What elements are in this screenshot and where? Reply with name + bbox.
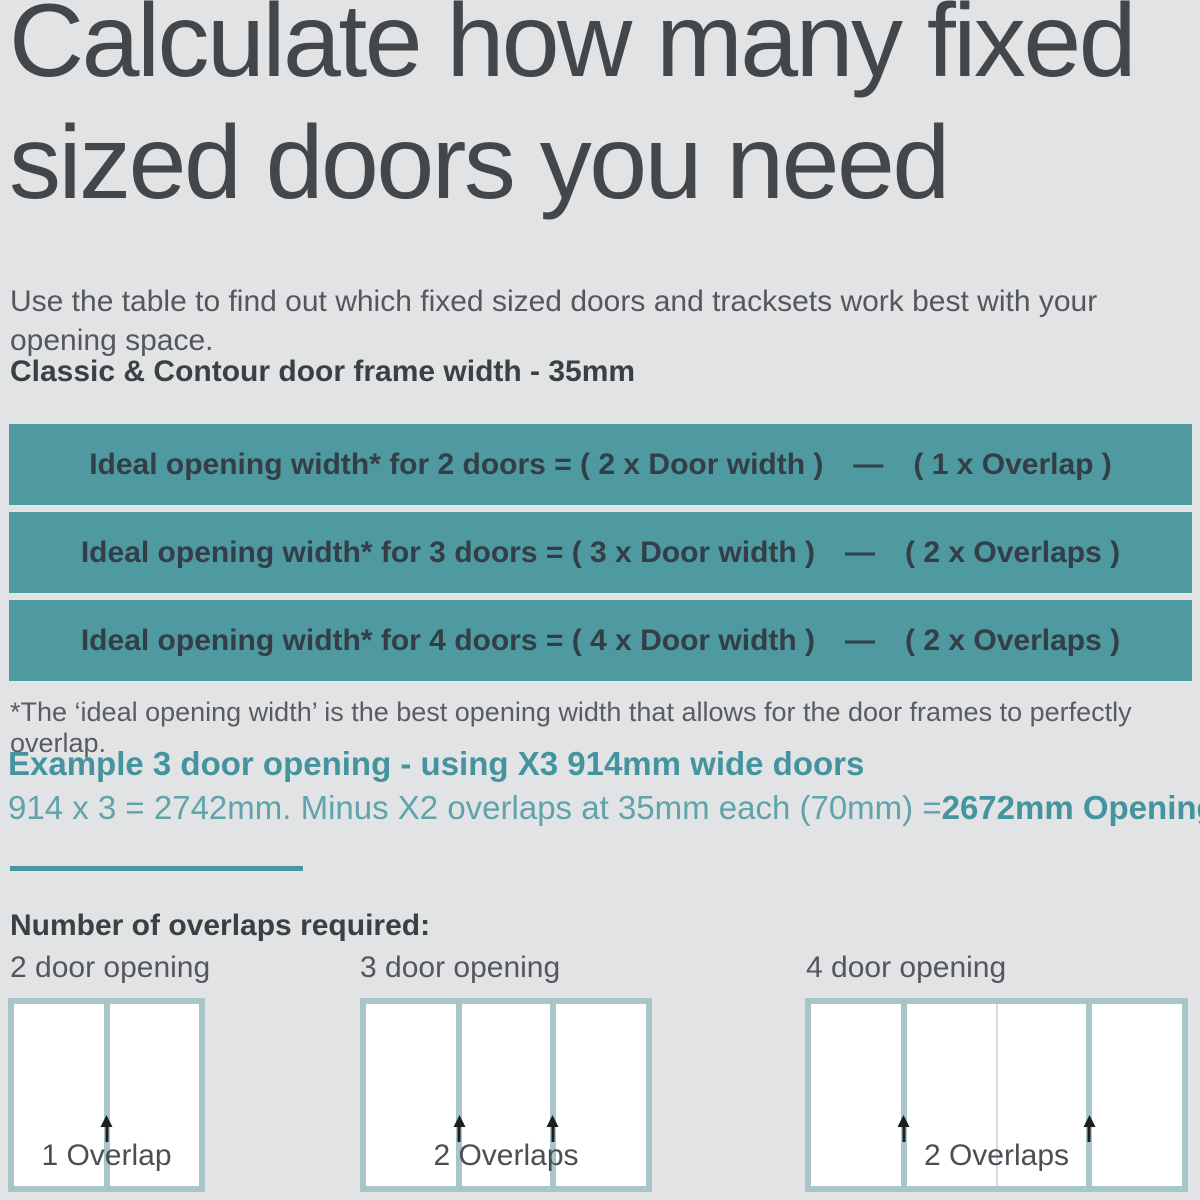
overlap-arrow-icon: [546, 1115, 559, 1142]
diagram-2-door-opening: 1 Overlap: [8, 998, 205, 1192]
overlap-arrow-icon: [1083, 1115, 1096, 1142]
diagram-label-4-door: 4 door opening: [806, 951, 1007, 984]
door-separator: [456, 1004, 463, 1186]
page-title: Calculate how many fixed sized doors you …: [9, 0, 1137, 224]
diagram-3-door-opening: 2 Overlaps: [360, 998, 652, 1192]
example-heading: Example 3 door opening - using X3 914mm …: [8, 745, 865, 782]
formula-table: Ideal opening width* for 2 doors = ( 2 x…: [9, 424, 1192, 688]
formula-row-2-doors: Ideal opening width* for 2 doors = ( 2 x…: [9, 424, 1192, 505]
overlap-arrow-icon: [897, 1115, 910, 1142]
page-title-line2: sized doors you need: [9, 105, 950, 221]
overlaps-heading: Number of overlaps required:: [10, 909, 431, 942]
formula-row-3-doors: Ideal opening width* for 3 doors = ( 3 x…: [9, 512, 1192, 593]
door-separator: [1086, 1004, 1093, 1186]
overlap-arrow-icon: [453, 1115, 466, 1142]
overlap-count-label: 2 Overlaps: [433, 1139, 579, 1172]
arrow-head: [897, 1115, 910, 1127]
overlap-count-label: 1 Overlap: [41, 1139, 172, 1172]
intro-text: Use the table to find out which fixed si…: [10, 285, 1098, 357]
diagram-label-2-door: 2 door opening: [10, 951, 211, 984]
door-separator: [549, 1004, 556, 1186]
arrow-head: [1083, 1115, 1096, 1127]
arrow-stem: [1087, 1127, 1091, 1142]
arrow-stem: [457, 1127, 461, 1142]
footnote: *The ‘ideal opening width’ is the best o…: [10, 697, 1132, 758]
arrow-head: [546, 1115, 559, 1127]
example-result: 2672mm Opening: [941, 789, 1200, 826]
overlap-count-label: 2 Overlaps: [923, 1139, 1070, 1172]
page-title-line1: Calculate how many fixed: [9, 0, 1137, 99]
arrow-stem: [105, 1127, 108, 1142]
door-meeting-line: [995, 1004, 998, 1186]
diagram-4-door-opening: 2 Overlaps: [805, 998, 1188, 1192]
door-separator: [900, 1004, 907, 1186]
formula-row-4-doors: Ideal opening width* for 4 doors = ( 4 x…: [9, 600, 1192, 681]
arrow-stem: [902, 1127, 906, 1142]
door-separator: [103, 1004, 110, 1186]
example-calculation: 914 x 3 = 2742mm. Minus X2 overlaps at 3…: [8, 789, 1200, 827]
teal-divider-line: [10, 866, 303, 871]
example-calculation-text: 914 x 3 = 2742mm. Minus X2 overlaps at 3…: [8, 789, 942, 826]
diagram-label-3-door: 3 door opening: [360, 951, 561, 984]
frame-width-note: Classic & Contour door frame width - 35m…: [10, 355, 636, 388]
arrow-head: [100, 1115, 113, 1127]
arrow-head: [453, 1115, 466, 1127]
arrow-stem: [551, 1127, 555, 1142]
overlap-arrow-icon: [100, 1115, 113, 1142]
